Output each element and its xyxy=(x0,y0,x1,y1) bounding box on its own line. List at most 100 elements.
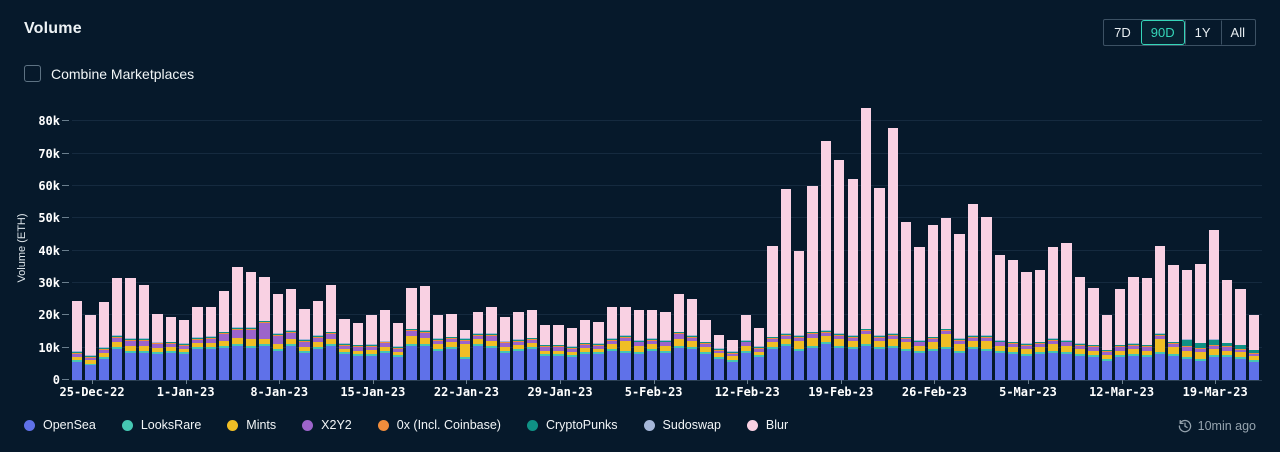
bar[interactable] xyxy=(1141,278,1153,380)
bar[interactable] xyxy=(580,320,591,380)
bar[interactable] xyxy=(433,315,444,380)
bar[interactable] xyxy=(245,271,257,380)
bar[interactable] xyxy=(780,189,791,380)
bar[interactable] xyxy=(673,294,685,380)
bar[interactable] xyxy=(499,316,511,380)
legend-item-sudoswap[interactable]: Sudoswap xyxy=(643,418,721,432)
bar[interactable] xyxy=(366,315,377,380)
bar[interactable] xyxy=(1021,271,1032,380)
bar[interactable] xyxy=(419,286,430,380)
bar[interactable] xyxy=(740,315,751,380)
bar[interactable] xyxy=(1235,289,1246,380)
bar[interactable] xyxy=(205,307,217,380)
bar[interactable] xyxy=(914,247,925,380)
bar[interactable] xyxy=(727,339,738,380)
range-button-7d[interactable]: 7D xyxy=(1104,20,1141,45)
bar[interactable] xyxy=(513,312,524,380)
bar[interactable] xyxy=(299,308,310,380)
bar[interactable] xyxy=(1061,242,1072,380)
bar[interactable] xyxy=(660,312,671,380)
bar[interactable] xyxy=(98,302,110,380)
bar[interactable] xyxy=(138,284,150,380)
bar[interactable] xyxy=(847,179,858,380)
range-button-all[interactable]: All xyxy=(1220,20,1255,45)
legend-item-opensea[interactable]: OpenSea xyxy=(24,418,96,432)
bar[interactable] xyxy=(446,313,457,380)
bar[interactable] xyxy=(633,310,644,380)
bar[interactable] xyxy=(459,329,471,380)
bar[interactable] xyxy=(606,307,618,380)
bar[interactable] xyxy=(1155,245,1166,380)
bar[interactable] xyxy=(219,291,230,380)
bar[interactable] xyxy=(285,289,297,380)
bar[interactable] xyxy=(352,323,364,380)
bar[interactable] xyxy=(860,108,872,380)
bar[interactable] xyxy=(834,160,845,380)
bar[interactable] xyxy=(1221,279,1233,380)
bar[interactable] xyxy=(874,187,885,380)
bar[interactable] xyxy=(392,323,404,380)
bar[interactable] xyxy=(379,310,390,380)
bar[interactable] xyxy=(1248,315,1259,380)
bar[interactable] xyxy=(526,310,537,380)
bar[interactable] xyxy=(1048,247,1059,380)
bar[interactable] xyxy=(687,299,698,380)
bar[interactable] xyxy=(232,266,243,380)
bar[interactable] xyxy=(967,203,979,380)
bar[interactable] xyxy=(994,255,1005,380)
bar[interactable] xyxy=(954,234,965,380)
range-button-90d[interactable]: 90D xyxy=(1140,20,1185,45)
bar[interactable] xyxy=(620,307,631,380)
bar[interactable] xyxy=(406,287,417,380)
bar[interactable] xyxy=(112,278,123,380)
bar[interactable] xyxy=(941,218,952,380)
bar[interactable] xyxy=(272,294,283,380)
bar[interactable] xyxy=(192,307,203,380)
bar[interactable] xyxy=(887,127,898,380)
bar[interactable] xyxy=(125,278,136,380)
bar[interactable] xyxy=(165,316,176,380)
bar[interactable] xyxy=(820,140,832,380)
bar[interactable] xyxy=(807,185,818,380)
bar[interactable] xyxy=(1101,315,1112,380)
bar[interactable] xyxy=(259,276,270,380)
bar[interactable] xyxy=(1074,276,1086,380)
bar[interactable] xyxy=(152,313,163,380)
bar[interactable] xyxy=(646,310,658,380)
legend-item-blur[interactable]: Blur xyxy=(746,418,788,432)
bar[interactable] xyxy=(713,334,725,380)
bar[interactable] xyxy=(753,328,765,380)
bar[interactable] xyxy=(1114,289,1126,380)
bar[interactable] xyxy=(539,325,551,380)
bar[interactable] xyxy=(85,315,96,380)
bar[interactable] xyxy=(566,328,578,380)
bar[interactable] xyxy=(1168,265,1179,380)
bar[interactable] xyxy=(326,284,337,380)
bar[interactable] xyxy=(1034,270,1046,380)
bar[interactable] xyxy=(312,300,324,380)
bar[interactable] xyxy=(767,245,778,380)
bar[interactable] xyxy=(593,321,604,380)
legend-item-0x-incl-coinbase[interactable]: 0x (Incl. Coinbase) xyxy=(377,418,501,432)
legend-item-looksrare[interactable]: LooksRare xyxy=(121,418,201,432)
bar[interactable] xyxy=(1128,276,1139,380)
bar[interactable] xyxy=(794,250,805,380)
legend-item-cryptopunks[interactable]: CryptoPunks xyxy=(526,418,618,432)
bar[interactable] xyxy=(1208,229,1219,380)
bar[interactable] xyxy=(1181,270,1193,380)
bar[interactable] xyxy=(1088,287,1099,380)
bar[interactable] xyxy=(553,325,564,380)
range-button-1y[interactable]: 1Y xyxy=(1184,20,1221,45)
bar[interactable] xyxy=(900,221,912,380)
bar[interactable] xyxy=(981,216,992,380)
legend-item-x2y2[interactable]: X2Y2 xyxy=(302,418,352,432)
bar[interactable] xyxy=(1195,263,1206,380)
bar[interactable] xyxy=(486,307,497,380)
combine-marketplaces-checkbox[interactable] xyxy=(24,65,41,82)
bar[interactable] xyxy=(1007,260,1019,380)
bar[interactable] xyxy=(178,320,190,380)
bar[interactable] xyxy=(473,312,484,380)
legend-item-mints[interactable]: Mints xyxy=(227,418,276,432)
bar[interactable] xyxy=(927,224,939,380)
bar[interactable] xyxy=(72,300,83,380)
